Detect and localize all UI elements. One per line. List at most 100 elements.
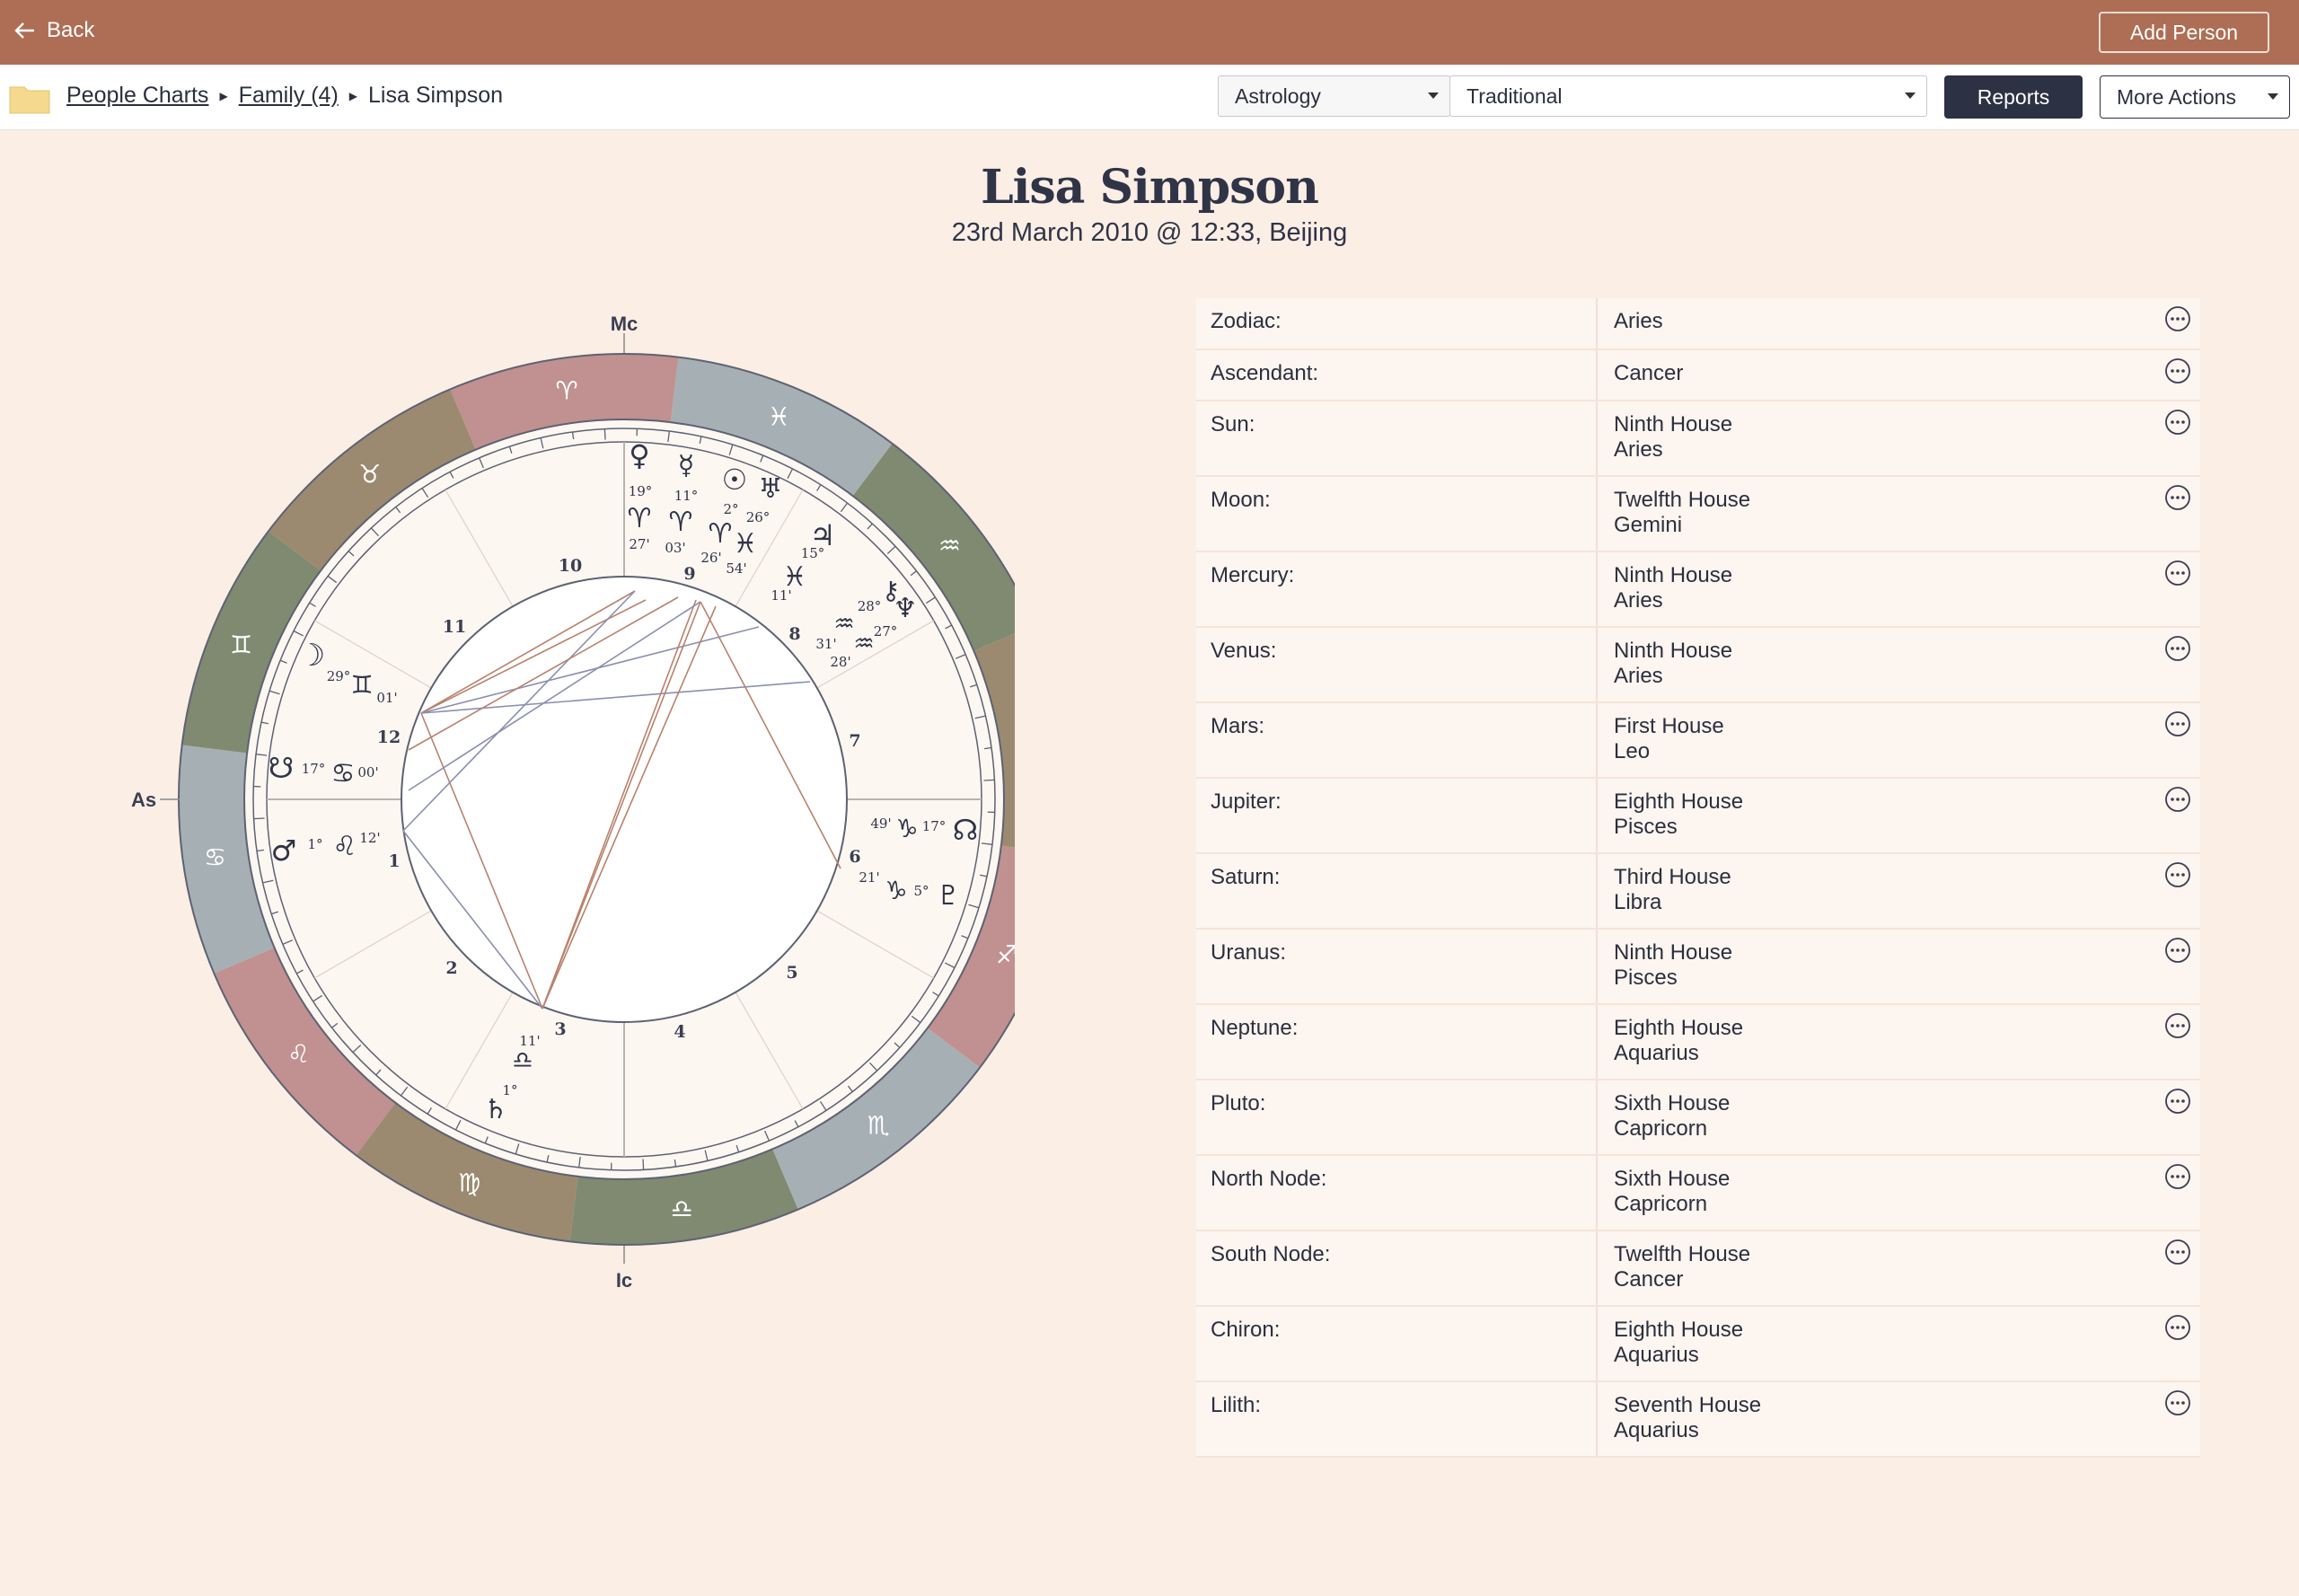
venus-degree: 19° [629,483,653,499]
more-options-icon[interactable] [2164,357,2191,384]
chevron-down-icon [2268,93,2278,100]
placement-row: Chiron: Eighth House Aquarius [1196,1306,2200,1382]
degree-tick [282,939,294,945]
placement-secondary: Pisces [1614,815,1678,839]
degree-tick [894,1042,901,1048]
back-button[interactable]: Back [13,18,94,43]
virgo-segment [356,1102,578,1242]
jupiter-degree: 15° [801,545,825,561]
degree-tick [910,570,917,577]
degree-tick [571,431,575,440]
house-cusps [267,442,982,1157]
more-options-icon[interactable] [2164,1163,2191,1190]
more-options-icon[interactable] [2164,1239,2191,1265]
breadcrumb-family[interactable]: Family (4) [238,83,339,108]
saturn-minutes: 11' [519,1033,540,1049]
placement-label: Jupiter: [1196,778,1598,854]
placement-label: Saturn: [1196,853,1598,930]
saturn-position: ♄ 1° ♎ 11' [484,1033,541,1125]
sun-icon: ☉ [722,463,748,497]
more-actions-label: More Actions [2117,84,2236,109]
placement-label: Lilith: [1196,1381,1598,1458]
placement-value: Cancer [1597,349,2200,401]
degree-tick [969,683,977,688]
degree-tick [787,468,794,480]
gemini-icon: ♊ [230,630,252,660]
degree-tick [980,874,988,877]
more-options-icon[interactable] [2164,409,2191,436]
more-options-icon[interactable] [2164,710,2191,737]
north-node-icon: ☊ [953,813,978,847]
more-options-icon[interactable] [2164,786,2191,813]
more-options-icon[interactable] [2164,1389,2191,1416]
breadcrumb-people-charts[interactable]: People Charts [66,83,209,108]
jupiter-minutes: 11' [771,587,791,604]
degree-tick [840,502,849,513]
degree-tick [974,715,986,719]
uranus-degree: 26° [746,509,771,525]
degree-tick [546,1155,550,1163]
more-options-icon[interactable] [2164,1088,2191,1115]
placement-secondary: Libra [1614,890,1662,914]
south-node-icon: ☋ [269,751,294,785]
neptune-position: ♆ 27° ♒ 28' [830,593,917,670]
degree-tick [449,472,454,479]
more-options-icon[interactable] [2164,305,2191,332]
more-options-icon[interactable] [2164,1012,2191,1039]
placement-primary: Twelfth House [1614,488,1751,512]
house-numbers: 1 2 3 4 5 6 7 8 9 10 11 12 [377,556,861,1042]
house-cusp-line [445,489,514,607]
pluto-minutes: 21' [859,869,879,886]
scorpio-icon: ♏ [868,1110,890,1140]
reports-button[interactable]: Reports [1944,75,2083,119]
cancer-icon: ♋ [331,758,356,789]
libra-icon: ♎ [670,1195,692,1224]
degree-tick [375,1069,382,1076]
placement-secondary: Aquarius [1614,1041,1699,1065]
placement-row: Venus: Ninth House Aries [1196,627,2200,703]
placement-row: Zodiac: Aries [1196,298,2200,350]
house-number: 2 [445,958,457,978]
venus-position: ♀ 19° ♈ 27' [628,438,653,552]
degree-tick [955,654,966,659]
more-actions-button[interactable]: More Actions [2100,75,2290,119]
neptune-minutes: 28' [830,654,850,670]
house-cusp-line [445,992,514,1110]
neptune-degree: 27° [874,623,898,639]
degree-tick [945,624,952,630]
placement-value: Ninth House Pisces [1597,929,2200,1005]
placement-primary: Third House [1614,865,1731,889]
venus-icon: ♀ [629,438,649,472]
house-cusp-line [735,992,804,1110]
aspect-lines [402,590,841,1010]
jupiter-position: ♃ 15° ♓ 11' [771,518,835,604]
placement-secondary: Aquarius [1614,1343,1699,1367]
more-options-icon[interactable] [2164,937,2191,964]
mercury-degree: 11° [674,488,699,504]
house-system-select[interactable]: Traditional [1449,75,1927,117]
sagittarius-segment [927,845,1015,1068]
more-options-icon[interactable] [2164,560,2191,586]
more-options-icon[interactable] [2164,1314,2191,1341]
placements-table: Zodiac: Aries Ascendant: Cancer Sun: Ninth Ho… [1196,298,2200,1458]
placement-value: Ninth House Aries [1597,401,2200,477]
house-number: 3 [554,1019,566,1039]
degree-tick [262,879,274,884]
placement-value: Ninth House Aries [1597,627,2200,703]
system-select-value: Astrology [1235,84,1321,108]
more-options-icon[interactable] [2164,635,2191,662]
house-number: 9 [683,564,695,584]
more-options-icon[interactable] [2164,861,2191,888]
degree-tick [256,849,265,852]
pluto-degree: 5° [913,883,929,899]
house-number: 12 [377,727,401,747]
breadcrumb-separator-icon: ▶ [219,89,228,102]
degree-tick [944,962,956,969]
moon-minutes: 01' [376,690,397,706]
house-number: 4 [674,1022,685,1042]
system-select[interactable]: Astrology [1218,75,1450,117]
degree-tick [968,904,980,909]
more-options-icon[interactable] [2164,484,2191,511]
placement-primary: Ninth House [1614,940,1733,965]
add-person-button[interactable]: Add Person [2099,12,2269,53]
